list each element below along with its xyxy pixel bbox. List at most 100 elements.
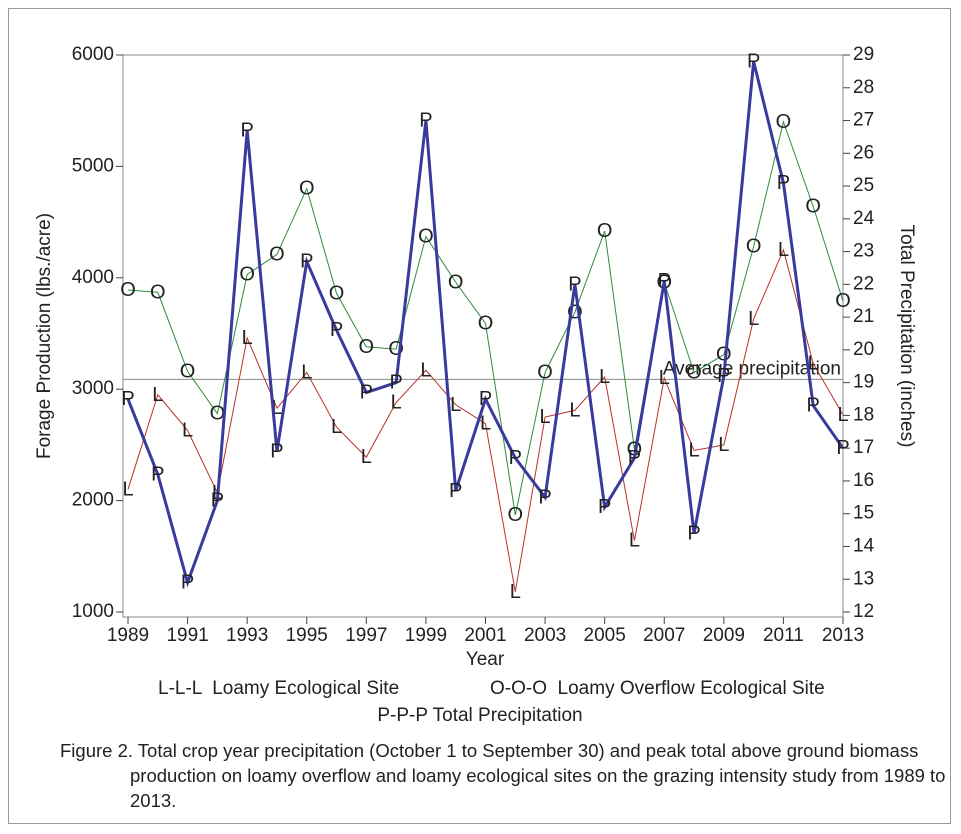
point-marker: P: [360, 381, 373, 403]
point-marker: L: [569, 399, 580, 421]
x-tick-label: 1995: [286, 625, 328, 646]
point-marker: O: [269, 243, 285, 265]
x-axis-title: Year: [466, 649, 505, 670]
y2-tick-label: 19: [853, 372, 874, 393]
y-tick-label: 2000: [72, 490, 114, 511]
point-marker: O: [239, 263, 255, 285]
point-marker: L: [480, 413, 491, 435]
y2-tick-label: 28: [853, 77, 874, 98]
point-marker: L: [301, 361, 312, 383]
point-marker: L: [837, 404, 848, 426]
point-marker: P: [330, 319, 343, 341]
point-marker: P: [717, 365, 730, 387]
point-marker: P: [419, 110, 432, 132]
y-tick-label: 6000: [72, 44, 114, 65]
x-tick-label: 2003: [524, 625, 566, 646]
y-tick-label: 5000: [72, 155, 114, 176]
point-marker: P: [211, 490, 224, 512]
point-marker: O: [537, 361, 553, 383]
point-marker: O: [359, 336, 375, 358]
point-marker: O: [776, 111, 792, 133]
point-marker: O: [805, 196, 821, 218]
point-marker: P: [479, 388, 492, 410]
y-tick-label: 4000: [72, 267, 114, 288]
x-tick-label: 2009: [703, 625, 745, 646]
point-marker: P: [836, 437, 849, 459]
y-axis-title: Forage Production (lbs./acre): [34, 213, 55, 459]
point-marker: L: [510, 581, 521, 603]
point-marker: P: [121, 388, 134, 410]
legend-entry: P-P-P Total Precipitation: [377, 705, 582, 726]
x-tick-label: 2013: [822, 625, 864, 646]
point-marker: L: [271, 397, 282, 419]
point-marker: P: [449, 480, 462, 502]
point-marker: O: [210, 403, 226, 425]
point-marker: L: [718, 434, 729, 456]
point-marker: P: [807, 395, 820, 417]
y2-tick-label: 24: [853, 208, 875, 229]
y-tick-label: 3000: [72, 378, 114, 399]
point-marker: P: [509, 447, 522, 469]
point-marker: P: [300, 250, 313, 272]
point-marker: P: [777, 172, 790, 194]
x-tick-label: 1989: [107, 625, 149, 646]
point-marker: L: [599, 366, 610, 388]
point-marker: P: [151, 463, 164, 485]
point-marker: O: [478, 312, 494, 334]
x-tick-label: 1991: [166, 625, 208, 646]
point-marker: O: [597, 220, 613, 242]
x-tick-label: 2005: [584, 625, 626, 646]
point-marker: L: [420, 359, 431, 381]
y2-tick-label: 22: [853, 273, 874, 294]
reference-label: Average precipitation: [663, 358, 841, 379]
point-marker: P: [389, 372, 402, 394]
point-marker: P: [598, 496, 611, 518]
point-marker: L: [688, 439, 699, 461]
y2-tick-label: 26: [853, 142, 874, 163]
x-tick-label: 1999: [405, 625, 447, 646]
y2-tick-label: 21: [853, 306, 874, 327]
y2-tick-label: 12: [853, 601, 874, 622]
point-marker: O: [508, 504, 524, 526]
point-marker: L: [122, 478, 133, 500]
point-marker: O: [448, 271, 464, 293]
point-marker: P: [747, 51, 760, 73]
caption: Figure 2. Total crop year precipitation …: [60, 740, 946, 811]
point-marker: L: [331, 416, 342, 438]
series-line: [126, 61, 845, 588]
point-marker: P: [687, 522, 700, 544]
point-marker: P: [240, 119, 253, 141]
y2-axis-title: Total Precipitation (inches): [896, 225, 917, 448]
point-marker: O: [746, 236, 762, 258]
point-marker: L: [629, 530, 640, 552]
legend-entry: O-O-O Loamy Overflow Ecological Site: [490, 678, 825, 699]
point-marker: O: [150, 281, 166, 303]
legend-entry: L-L-L Loamy Ecological Site: [158, 678, 399, 699]
point-marker: L: [748, 308, 759, 330]
point-marker: L: [808, 353, 819, 375]
point-marker: L: [242, 327, 253, 349]
point-marker: O: [299, 178, 315, 200]
x-tick-label: 1997: [345, 625, 387, 646]
y2-tick-label: 15: [853, 503, 874, 524]
y2-tick-label: 20: [853, 339, 874, 360]
point-marker: P: [538, 486, 551, 508]
y2-tick-label: 18: [853, 404, 874, 425]
series-line: [127, 248, 844, 593]
point-marker: P: [270, 440, 283, 462]
plot-frame: [122, 54, 844, 618]
y2-tick-label: 17: [853, 437, 874, 458]
y2-tick-label: 29: [853, 44, 874, 65]
point-marker: L: [391, 392, 402, 414]
point-marker: L: [152, 384, 163, 406]
y2-tick-label: 14: [853, 535, 875, 556]
figure-border: [8, 8, 951, 824]
point-marker: O: [329, 282, 345, 304]
point-marker: P: [658, 270, 671, 292]
point-marker: L: [450, 394, 461, 416]
point-marker: L: [659, 367, 670, 389]
point-marker: O: [686, 361, 702, 383]
y2-tick-label: 16: [853, 470, 874, 491]
